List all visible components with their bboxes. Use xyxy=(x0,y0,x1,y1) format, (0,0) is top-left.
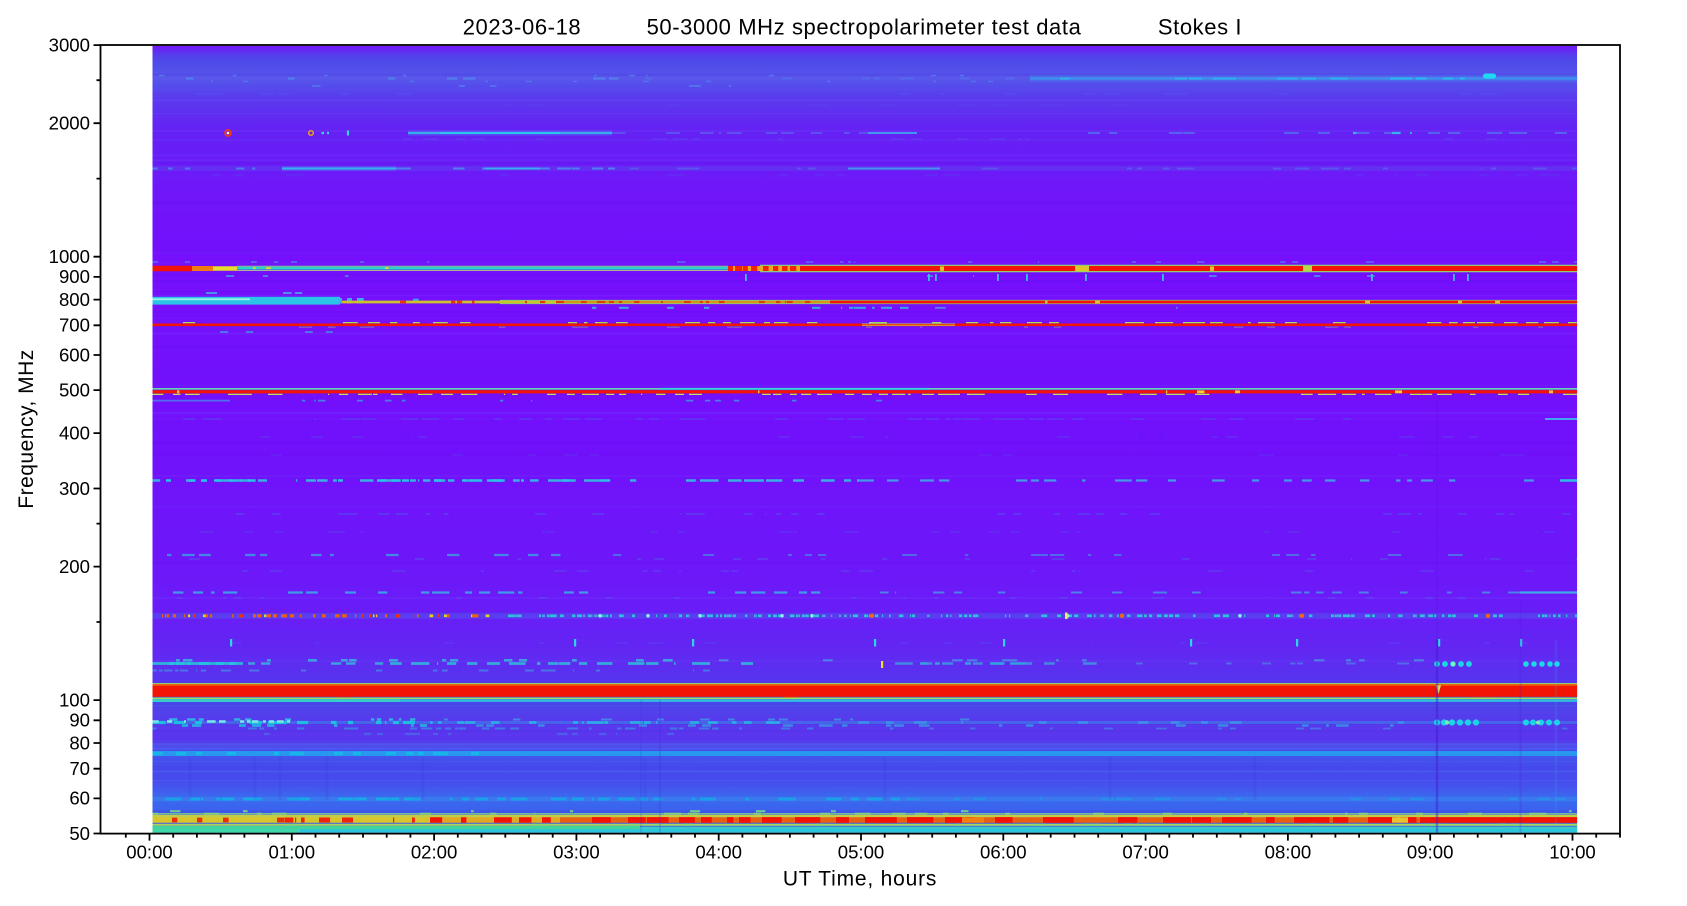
svg-text:1000: 1000 xyxy=(49,246,90,267)
svg-text:06:00: 06:00 xyxy=(980,842,1027,863)
svg-text:05:00: 05:00 xyxy=(838,842,885,863)
svg-text:80: 80 xyxy=(69,732,90,753)
svg-text:200: 200 xyxy=(59,556,90,577)
svg-text:01:00: 01:00 xyxy=(269,842,316,863)
svg-text:900: 900 xyxy=(59,266,90,287)
svg-text:300: 300 xyxy=(59,478,90,499)
svg-text:2000: 2000 xyxy=(49,113,90,134)
svg-text:90: 90 xyxy=(69,710,90,731)
svg-text:Stokes I: Stokes I xyxy=(1158,15,1242,40)
svg-text:70: 70 xyxy=(69,758,90,779)
svg-text:700: 700 xyxy=(59,315,90,336)
svg-text:400: 400 xyxy=(59,422,90,443)
svg-text:800: 800 xyxy=(59,289,90,310)
svg-text:3000: 3000 xyxy=(49,34,90,55)
svg-text:2023-06-18: 2023-06-18 xyxy=(463,15,582,40)
svg-text:07:00: 07:00 xyxy=(1122,842,1169,863)
svg-text:UT Time, hours: UT Time, hours xyxy=(783,868,937,891)
svg-text:600: 600 xyxy=(59,344,90,365)
svg-text:50-3000 MHz spectropolarimeter: 50-3000 MHz spectropolarimeter test data xyxy=(647,15,1082,40)
svg-text:500: 500 xyxy=(59,379,90,400)
svg-text:60: 60 xyxy=(69,788,90,809)
svg-text:03:00: 03:00 xyxy=(553,842,600,863)
svg-text:50: 50 xyxy=(69,823,90,844)
svg-text:00:00: 00:00 xyxy=(126,842,173,863)
svg-text:10:00: 10:00 xyxy=(1549,842,1596,863)
svg-text:09:00: 09:00 xyxy=(1407,842,1454,863)
svg-text:08:00: 08:00 xyxy=(1265,842,1312,863)
svg-text:Frequency, MHz: Frequency, MHz xyxy=(15,349,38,509)
svg-text:100: 100 xyxy=(59,689,90,710)
svg-text:02:00: 02:00 xyxy=(411,842,458,863)
svg-text:04:00: 04:00 xyxy=(695,842,742,863)
